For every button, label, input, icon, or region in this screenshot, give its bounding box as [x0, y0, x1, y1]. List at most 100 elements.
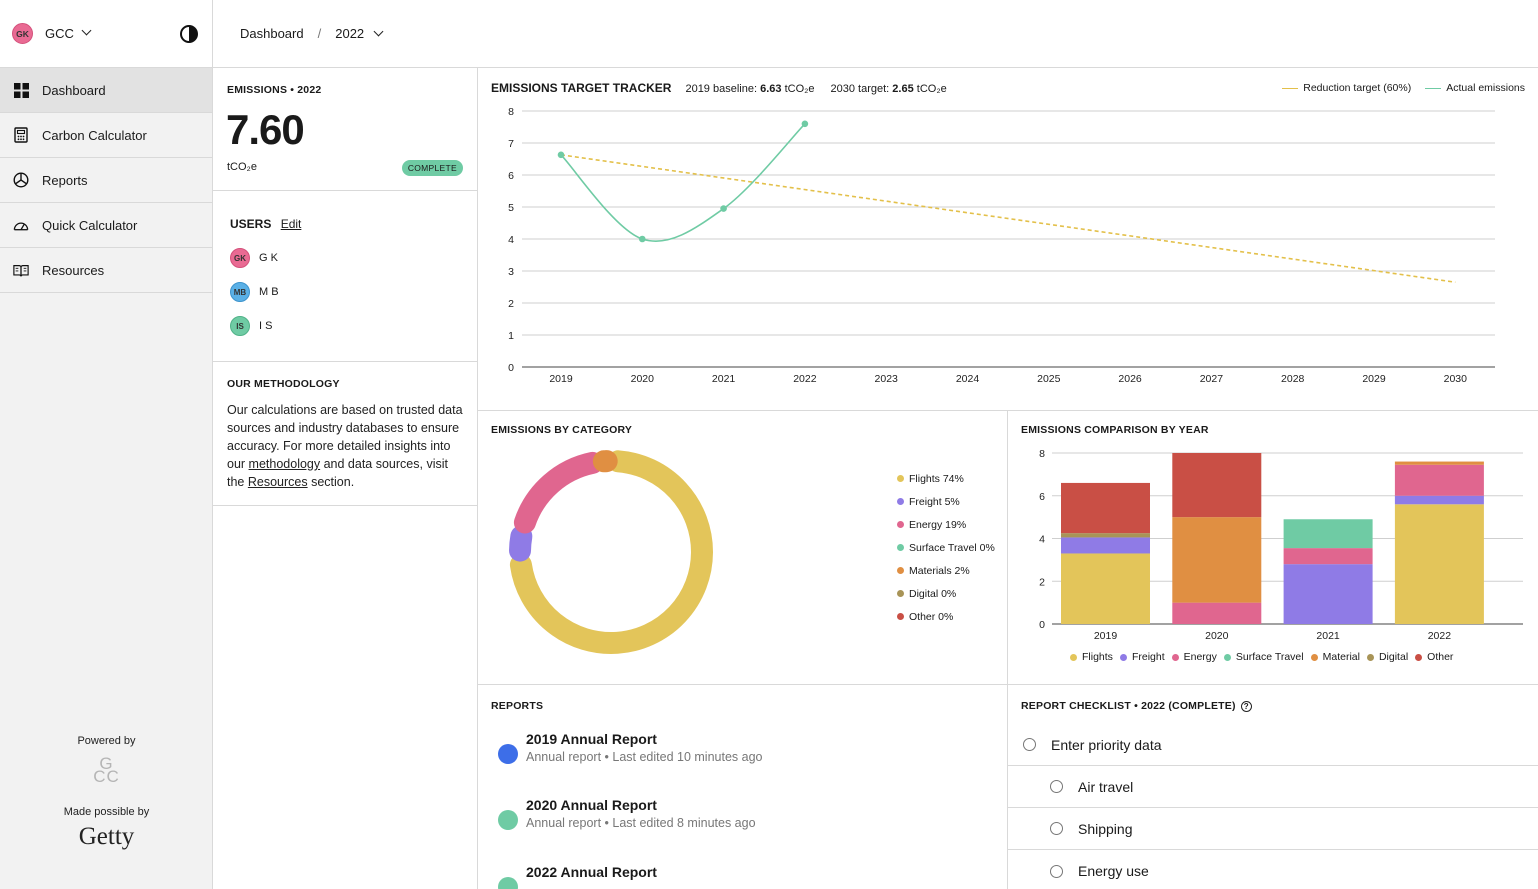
reports-title: REPORTS	[491, 700, 544, 712]
report-title: 2019 Annual Report	[526, 731, 657, 747]
actual-emissions-line	[560, 123, 806, 242]
users-title: USERS	[230, 217, 272, 231]
sidebar-item-reports[interactable]: Reports	[0, 158, 212, 203]
x-tick-label: 2023	[875, 373, 899, 385]
comparison-card: EMISSIONS COMPARISON BY YEAR 0 2 4 6 8 2019 20…	[1008, 411, 1538, 685]
legend-item: Flights	[1070, 651, 1113, 663]
comparison-bar-chart: 0 2 4 6 8 2019 2020 2021 2022	[1039, 448, 1523, 642]
left-column-filler	[213, 506, 478, 889]
target-unit: tCO₂e	[916, 83, 947, 95]
x-tick-label: 2022	[1428, 630, 1452, 642]
gauge-icon	[13, 217, 29, 233]
radio-icon[interactable]	[1050, 780, 1063, 793]
reports-card: REPORTS 2019 Annual Report Annual report…	[478, 685, 1008, 889]
legend-item: Other	[1415, 651, 1453, 663]
breadcrumb-dashboard[interactable]: Dashboard	[240, 26, 304, 41]
target-value: 2.65	[892, 83, 914, 95]
comparison-legend: Flights Freight Energy Surface Travel Materi…	[1070, 651, 1453, 663]
x-tick-label: 2020	[631, 373, 655, 385]
x-tick-label: 2024	[956, 373, 980, 385]
report-title: 2022 Annual Report	[526, 864, 657, 880]
users-card: USERS Edit GK G K MB M B IS I S	[213, 191, 478, 362]
pie-chart-icon	[13, 172, 29, 188]
bar-segment-material	[1394, 461, 1484, 465]
year-selector[interactable]: 2022	[335, 26, 384, 41]
methodology-link[interactable]: methodology	[248, 457, 321, 471]
sidebar-item-label: Carbon Calculator	[42, 127, 147, 143]
sidebar-item-resources[interactable]: Resources	[0, 248, 212, 293]
org-switcher[interactable]: GK GCC	[0, 0, 212, 68]
legend-dot	[1223, 653, 1231, 661]
x-tick-label: 2029	[1362, 373, 1386, 385]
y-tick-label: 2	[1039, 576, 1045, 588]
methodology-text: Our calculations are based on trusted da…	[227, 401, 463, 491]
edit-users-link[interactable]: Edit	[280, 217, 302, 231]
x-tick-label: 2030	[1444, 373, 1468, 385]
checklist-item[interactable]: Energy use	[1008, 850, 1538, 889]
donut-slice-flights	[509, 450, 713, 654]
radio-icon[interactable]	[1023, 738, 1036, 751]
radio-icon[interactable]	[1050, 822, 1063, 835]
legend-dot	[897, 498, 904, 505]
y-tick-label: 7	[508, 138, 514, 150]
checklist-item[interactable]: Air travel	[1008, 766, 1538, 808]
theme-toggle-icon[interactable]	[180, 25, 198, 43]
category-legend: Flights 74% Freight 5% Energy 19% Surface T…	[897, 467, 995, 628]
actual-emissions-point	[801, 120, 809, 128]
bar-segment-digital	[1061, 533, 1150, 538]
sidebar-item-quick-calculator[interactable]: Quick Calculator	[0, 203, 212, 248]
legend-label: Flights 74%	[909, 472, 964, 485]
x-tick-label: 2022	[793, 373, 817, 385]
legend-item: Digital	[1366, 651, 1408, 663]
emissions-card: EMISSIONS • 2022 7.60 tCO₂e COMPLETE	[213, 68, 478, 191]
legend-label: Freight 5%	[909, 495, 960, 508]
comparison-title: EMISSIONS COMPARISON BY YEAR	[1021, 424, 1209, 436]
report-status-dot	[498, 810, 518, 830]
report-item[interactable]: 2020 Annual Report Annual report • Last …	[498, 797, 756, 830]
avatar: IS	[230, 316, 250, 336]
sidebar-item-dashboard[interactable]: Dashboard	[0, 68, 212, 113]
chevron-down-icon	[81, 25, 92, 36]
legend-label: Surface Travel	[1235, 651, 1304, 663]
help-icon[interactable]: ?	[1240, 700, 1252, 712]
tracker-title: EMISSIONS TARGET TRACKER	[491, 81, 672, 95]
legend-dot	[897, 475, 904, 482]
user-name: I S	[259, 320, 273, 332]
legend-dot	[1119, 653, 1127, 661]
legend-dot	[897, 613, 904, 620]
x-tick-label: 2020	[1205, 630, 1229, 642]
legend-actual-emissions: Actual emissions	[1425, 82, 1525, 94]
tracker-legend: Reduction target (60%) Actual emissions	[1282, 82, 1525, 94]
checklist-item[interactable]: Enter priority data	[1008, 724, 1538, 766]
target-tracker-chart: 0 1 2 3 4 5 6 7 8 2019 2020 2021 2022 2023 2024 2025 202…	[508, 106, 1495, 385]
bar-segment-surface-travel	[1283, 519, 1373, 549]
legend-label: Freight	[1131, 651, 1165, 663]
bar-segment-freight	[1394, 495, 1484, 505]
calculator-icon	[13, 127, 29, 143]
emissions-title: EMISSIONS • 2022	[227, 84, 322, 96]
legend-item: Freight 5%	[897, 490, 995, 513]
report-status-dot	[498, 744, 518, 764]
avatar: MB	[230, 282, 250, 302]
bar-segment-freight	[1283, 564, 1373, 624]
report-item[interactable]: 2022 Annual Report	[498, 864, 657, 889]
sidebar-item-carbon-calculator[interactable]: Carbon Calculator	[0, 113, 212, 158]
user-name: M B	[259, 286, 279, 298]
resources-link[interactable]: Resources	[247, 475, 308, 489]
report-item[interactable]: 2019 Annual Report Annual report • Last …	[498, 731, 762, 764]
y-tick-label: 0	[1039, 619, 1045, 631]
grid-icon	[13, 82, 29, 98]
y-tick-label: 0	[508, 362, 514, 374]
bar-segment-flights	[1061, 553, 1150, 624]
bar-segment-freight	[1061, 537, 1150, 554]
category-donut-chart	[509, 450, 713, 654]
radio-icon[interactable]	[1050, 864, 1063, 878]
y-tick-label: 8	[1039, 448, 1045, 460]
bar-segment-energy	[1283, 548, 1373, 565]
sidebar-item-label: Reports	[42, 172, 88, 188]
legend-label: Reduction target (60%)	[1303, 82, 1412, 94]
legend-item: Surface Travel	[1223, 651, 1304, 663]
checklist-item[interactable]: Shipping	[1008, 808, 1538, 850]
legend-dot	[897, 590, 904, 597]
legend-label: Energy 19%	[909, 518, 967, 531]
